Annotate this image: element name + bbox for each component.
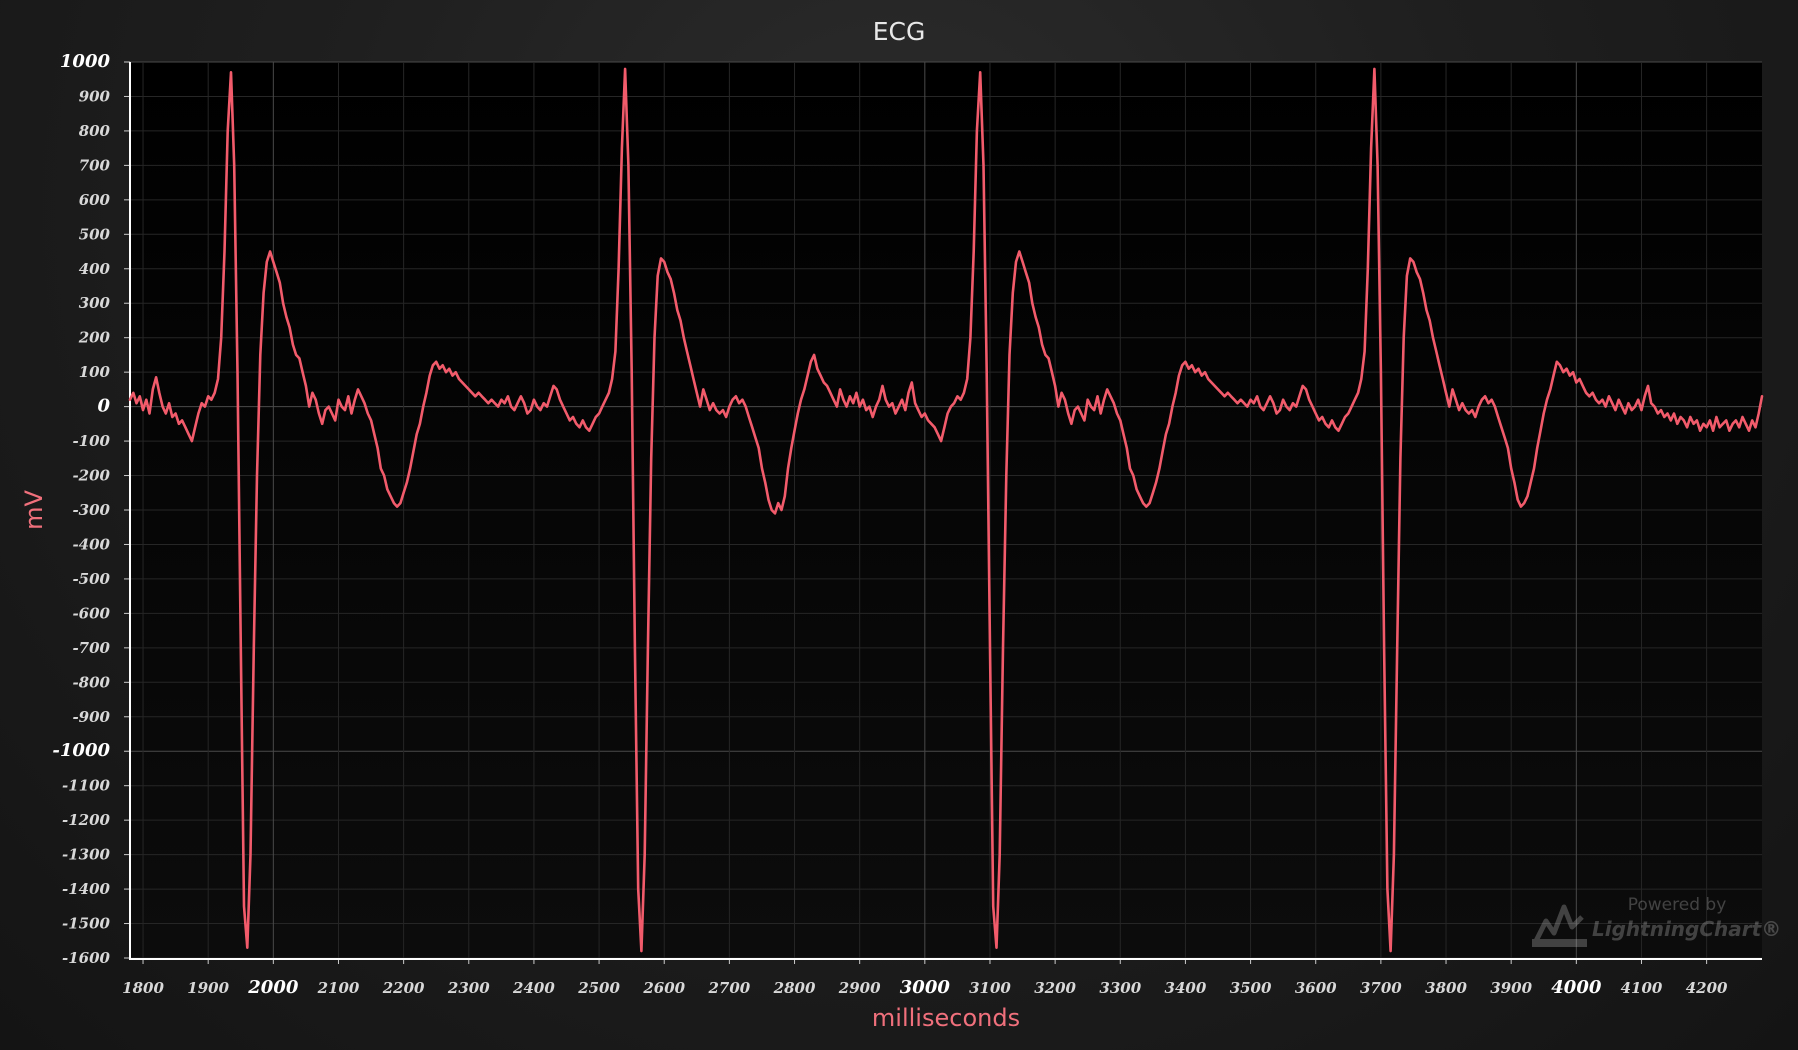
x-tick-label: 4000 [1551,977,1602,998]
chart-title: ECG [872,17,926,46]
y-tick-label: 500 [79,225,111,243]
x-tick-label: 2800 [773,979,816,997]
y-tick-label: 200 [78,329,111,347]
y-tick-label: -900 [72,708,110,726]
y-tick-label: -1300 [62,846,111,864]
y-tick-label: 0 [97,396,110,417]
y-tick-label: 1000 [60,51,111,72]
x-tick-label: 2500 [577,979,620,997]
y-tick-label: -500 [72,570,110,588]
x-tick-label: 1800 [122,979,164,997]
y-tick-label: -1500 [62,915,111,933]
x-tick-label: 2000 [247,977,299,998]
x-tick-label: 3200 [1034,979,1076,997]
y-tick-label: -1100 [62,777,111,795]
y-tick-label: -1400 [62,880,111,898]
lightningchart-logo-icon [1532,904,1587,947]
lightningchart-watermark: Powered by LightningChart® [1532,895,1782,955]
y-tick-label: -400 [72,535,110,553]
x-tick-label: 2900 [838,979,881,997]
x-tick-label: 2200 [382,979,425,997]
x-tick-label: 3900 [1490,979,1532,997]
x-axis-title: milliseconds [872,1004,1020,1032]
x-tick-label: 3400 [1165,979,1207,997]
x-tick-label: 2700 [708,979,751,997]
x-tick-label: 2300 [447,979,490,997]
y-tick-label: 300 [79,294,111,312]
y-tick-label: -700 [72,639,110,657]
y-tick-label: -800 [72,673,110,691]
x-tick-label: 3500 [1230,979,1272,997]
y-tick-label: 900 [79,87,111,105]
x-tick-label: 4100 [1621,979,1663,997]
brand-label: LightningChart® [1592,917,1782,941]
x-tick-label: 2100 [317,979,360,997]
y-tick-label: 100 [79,363,111,381]
y-tick-label: -300 [72,501,110,519]
y-axis-title: mV [20,490,48,530]
y-tick-label: 700 [79,156,111,174]
series-layer [128,67,1764,953]
powered-by-label: Powered by [1627,895,1727,915]
x-tick-label: 1900 [187,979,229,997]
y-tick-label: -600 [72,604,110,622]
x-tick-label: 3300 [1099,979,1141,997]
y-tick-label: -1600 [62,949,111,967]
x-tick-label: 3100 [969,979,1011,997]
x-tick-label: 3600 [1295,979,1337,997]
y-tick-label: -200 [72,467,110,485]
ecg-series-line [128,67,1764,953]
y-tick-label: 800 [79,122,111,140]
x-tick-label: 4200 [1686,979,1728,997]
y-tick-label: 400 [79,260,111,278]
x-tick-label: 2600 [642,979,685,997]
x-tick-label: 3000 [900,977,951,998]
y-tick-label: 600 [79,191,111,209]
y-tick-label: -1000 [52,740,110,761]
tick-labels: 10009008007006005004003002001000-100-200… [52,51,1728,998]
x-tick-label: 2400 [512,979,555,997]
y-tick-label: -1200 [62,811,111,829]
grid-lines [130,61,1762,959]
x-tick-label: 3700 [1360,979,1402,997]
y-tick-label: -100 [72,432,110,450]
axes [124,61,1762,964]
x-tick-label: 3800 [1425,979,1467,997]
